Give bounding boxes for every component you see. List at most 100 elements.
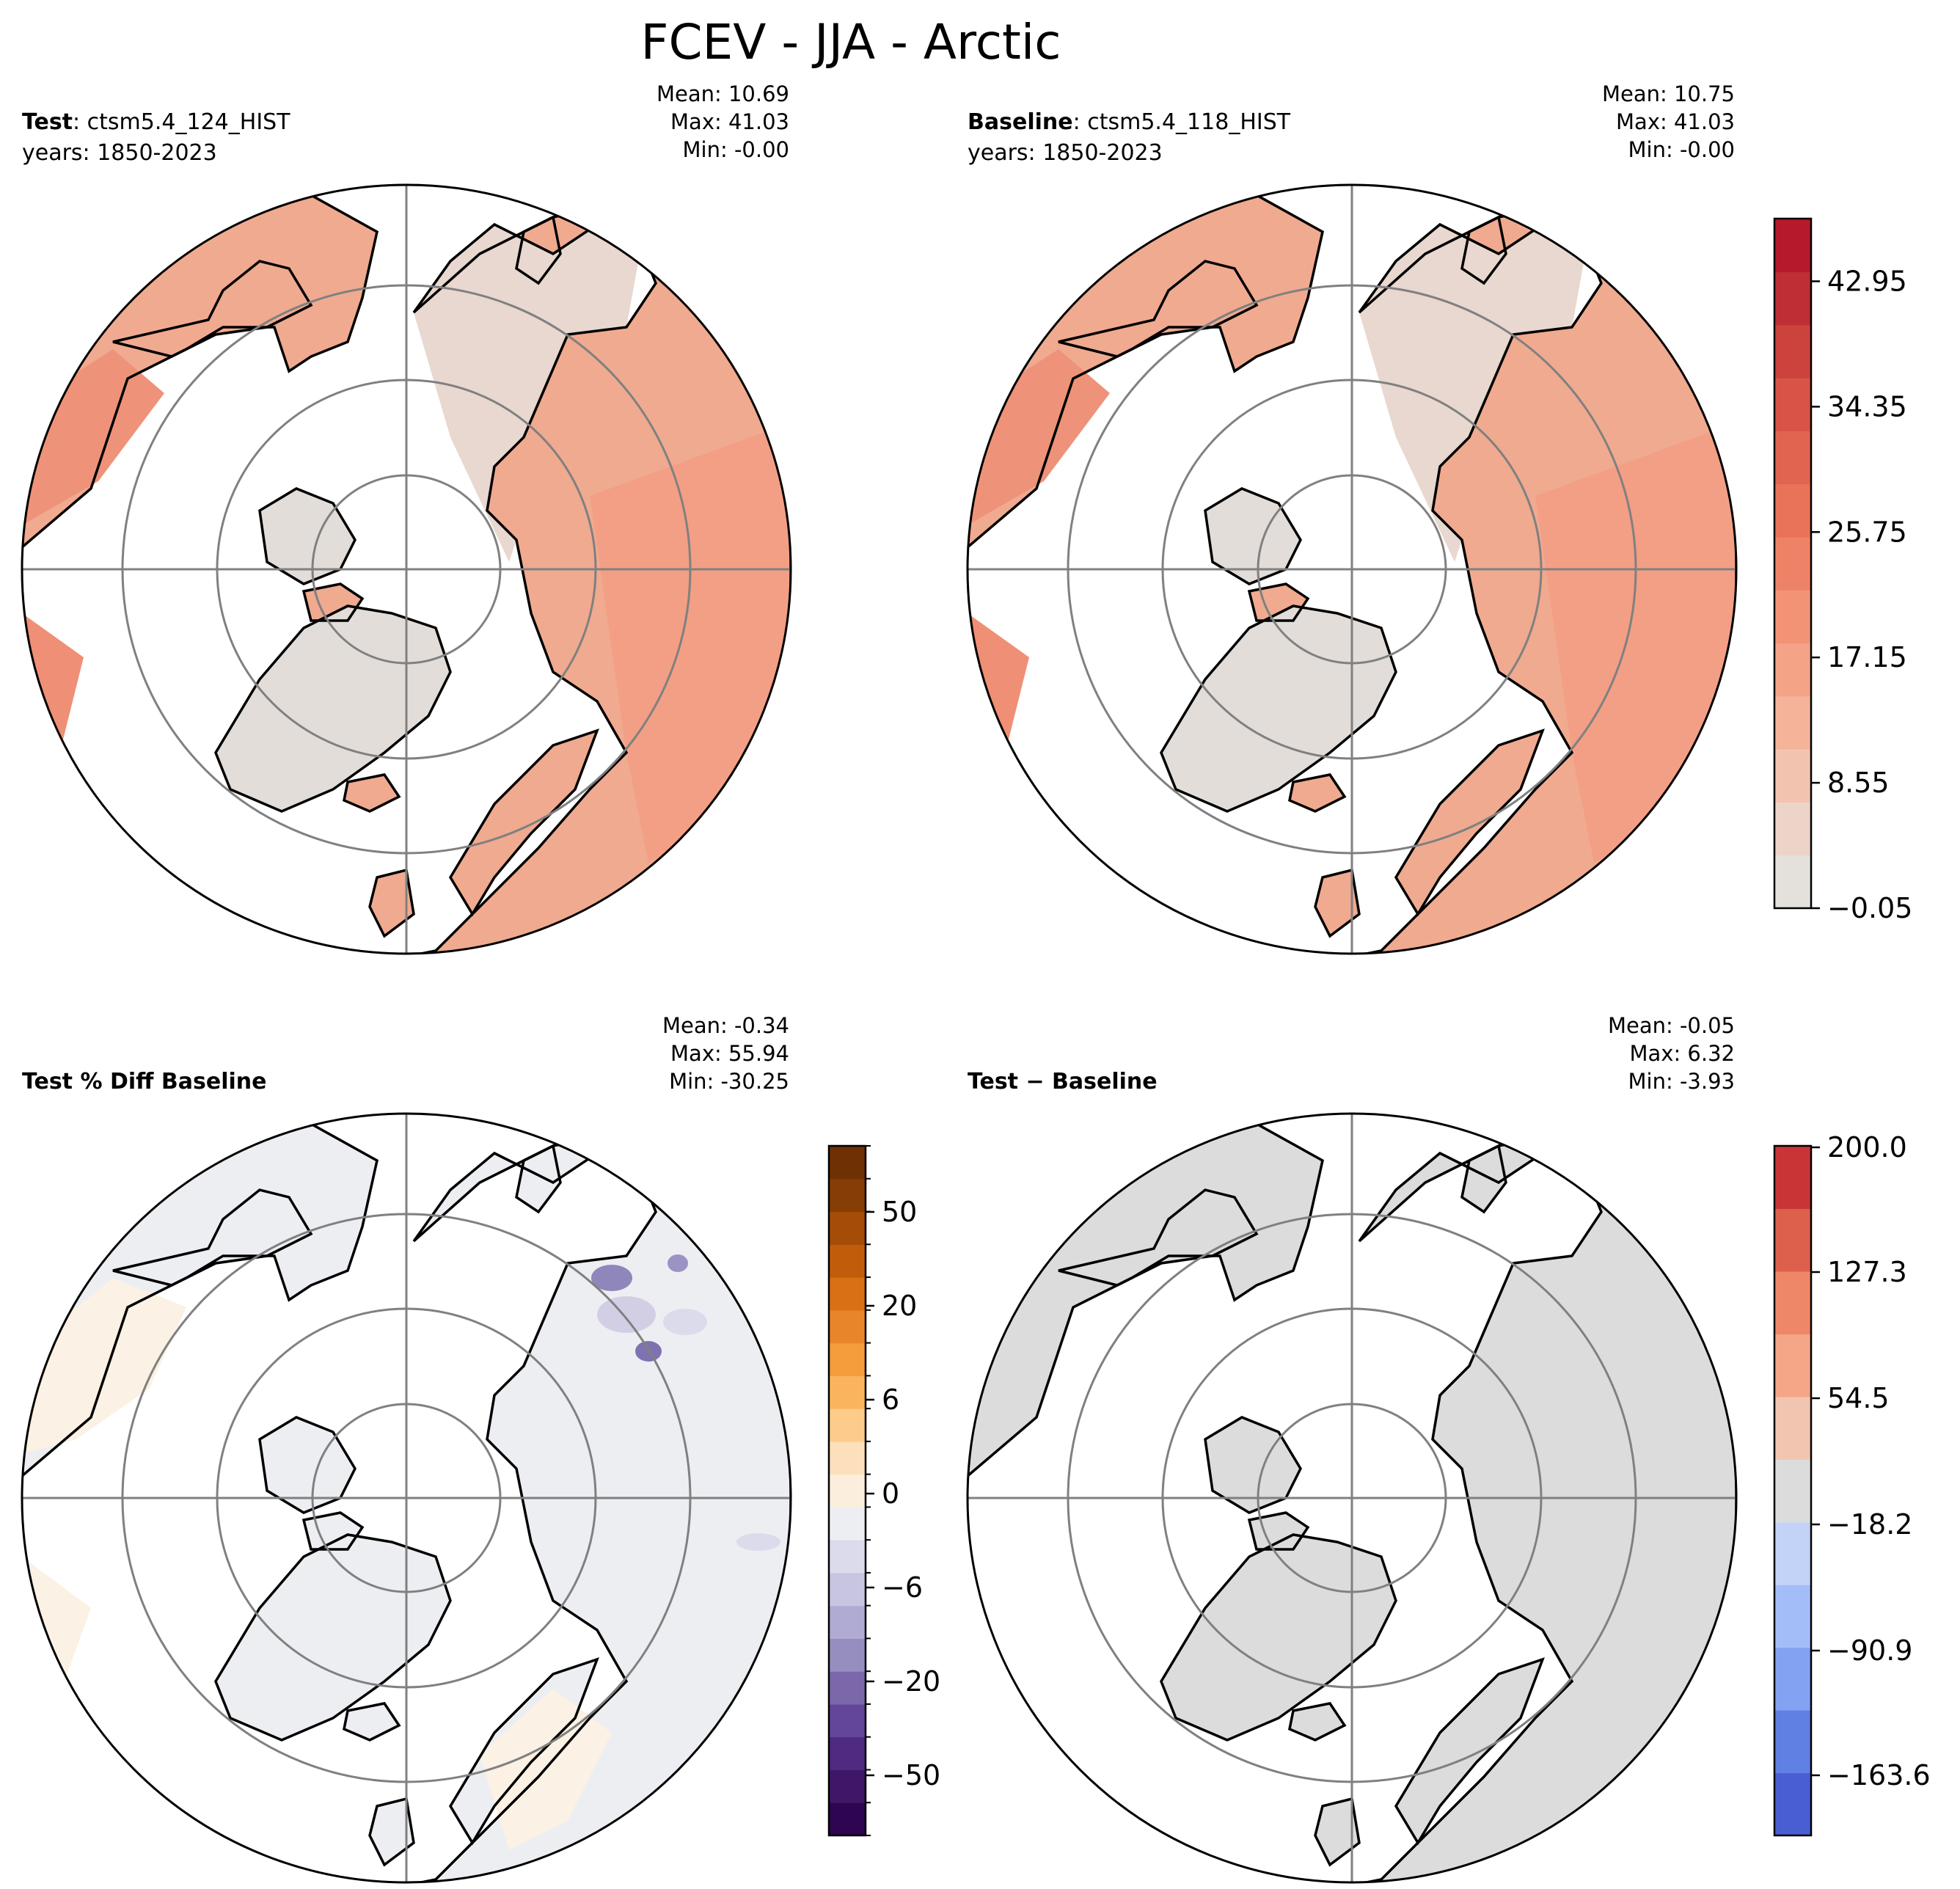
colorbar-pct-diff-frame [827,1144,867,1837]
colorbar-abs-diff-swatch [1774,1772,1811,1836]
colorbar-absolute-tick-label: −0.05 [1827,892,1912,924]
panel-test-map [22,185,791,954]
colorbar-abs-diff-swatch [1774,1334,1811,1397]
colorbar-abs-diff-tick-label: 54.5 [1827,1382,1890,1414]
colorbar-abs-diff-tick-label: −90.9 [1827,1634,1912,1667]
colorbar-absolute-tick-label: 17.15 [1827,641,1907,673]
panel-baseline-mean: Mean: 10.75 [1602,81,1735,106]
colorbar-pct-diff-swatch [829,1309,866,1344]
panel-pct-diff-map [22,1114,791,1882]
panel-test-title: Test: ctsm5.4_124_HIST [22,109,290,135]
colorbar-abs-diff-tick-label: 200.0 [1827,1131,1907,1163]
colorbar-pct-diff-swatch [829,1605,866,1640]
colorbar-pct-diff-tick-label: 6 [882,1384,899,1416]
panel-test-years: years: 1850-2023 [22,140,217,166]
colorbar-pct-diff-swatch [829,1736,866,1771]
colorbar-pct-diff-tick-label: 50 [882,1196,917,1228]
colorbar-absolute-swatch [1774,377,1811,431]
colorbar-pct-diff-swatch [829,1342,866,1376]
figure-title: FCEV - JJA - Arctic [641,14,1061,70]
colorbar-pct-diff-swatch [829,1638,866,1672]
colorbar-pct-diff-tick-label: 20 [882,1290,917,1322]
panel-pct-diff-max: Max: 55.94 [670,1041,789,1066]
colorbar-pct-diff-swatch [829,1408,866,1442]
colorbar-pct-diff-swatch [829,1277,866,1311]
colorbar-abs-diff-swatch [1774,1396,1811,1460]
panel-baseline-years: years: 1850-2023 [968,140,1163,166]
colorbar-absolute-swatch [1774,431,1811,485]
colorbar-abs-diff-tick-label: −18.2 [1827,1508,1912,1541]
colorbar-pct-diff-swatch [829,1474,866,1508]
colorbar-pct-diff-swatch [829,1671,866,1705]
panel-test-max: Max: 41.03 [670,109,789,134]
panel-abs-diff-map [968,1114,1736,1882]
panel-abs-diff-mean: Mean: -0.05 [1608,1013,1735,1038]
panel-test-min: Min: -0.00 [683,137,789,162]
colorbar-pct-diff-tick-label: −20 [882,1665,940,1698]
colorbar-abs-diff-swatch [1774,1521,1811,1585]
colorbar-pct-diff-swatch [829,1146,866,1180]
panel-baseline-map [968,185,1736,954]
panel-baseline-max: Max: 41.03 [1616,109,1735,134]
panel-baseline-title: Baseline: ctsm5.4_118_HIST [968,109,1291,135]
colorbar-pct-diff-swatch [829,1375,866,1409]
panel-pct-diff-min: Min: -30.25 [669,1069,789,1094]
colorbar-abs-diff-swatch [1774,1710,1811,1774]
colorbar-pct-diff-swatch [829,1703,866,1738]
colorbar-absolute-swatch [1774,536,1811,591]
panel-baseline-title-rest: : ctsm5.4_118_HIST [1073,109,1291,135]
panel-baseline: Baseline: ctsm5.4_118_HIST years: 1850-2… [966,81,1912,955]
colorbar-pct-diff: 50 20 6 0 −6 −20 −50 [827,1144,940,1837]
panel-baseline-min: Min: -0.00 [1628,137,1735,162]
panel-abs-diff-max: Max: 6.32 [1629,1041,1735,1066]
colorbar-abs-diff-swatch [1774,1585,1811,1648]
panel-test: Test: ctsm5.4_124_HIST years: 1850-2023 … [21,81,792,955]
colorbar-abs-diff: 200.0 127.3 54.5 −18.2 −90.9 −163.6 [1773,1131,1931,1837]
panel-baseline-title-bold: Baseline [968,109,1073,135]
colorbar-abs-diff-frame [1773,1144,1813,1837]
colorbar-absolute-swatch [1774,643,1811,697]
colorbar-absolute-swatch [1774,802,1811,856]
colorbar-absolute-tick-label: 42.95 [1827,265,1907,297]
colorbar-pct-diff-swatch [829,1802,866,1836]
panel-abs-diff-title: Test − Baseline [968,1069,1158,1095]
colorbar-pct-diff-tick-label: −6 [882,1571,923,1604]
colorbar-absolute-tick-label: 25.75 [1827,516,1907,548]
panel-pct-diff-title: Test % Diff Baseline [22,1069,267,1095]
colorbar-pct-diff-swatch [829,1211,866,1245]
colorbar-abs-diff-swatch [1774,1459,1811,1523]
colorbar-absolute-swatch [1774,219,1811,272]
panel-pct-diff: Test % Diff Baseline Mean: -0.34 Max: 55… [21,1013,940,1884]
colorbar-absolute-swatch [1774,324,1811,379]
colorbar-absolute-swatch [1774,271,1811,326]
colorbar-absolute-tick-label: 34.35 [1827,390,1907,423]
panel-test-title-rest: : ctsm5.4_124_HIST [73,109,290,135]
colorbar-pct-diff-swatch [829,1572,866,1607]
colorbar-absolute-swatch [1774,855,1811,909]
colorbar-pct-diff-tick-label: −50 [882,1759,940,1791]
colorbar-abs-diff-swatch [1774,1647,1811,1711]
panel-abs-diff-min: Min: -3.93 [1628,1069,1735,1094]
panel-test-title-bold: Test [22,109,73,135]
colorbar-absolute-swatch [1774,749,1811,803]
colorbar-pct-diff-swatch [829,1178,866,1213]
panel-test-mean: Mean: 10.69 [657,81,789,106]
colorbar-abs-diff-swatch [1774,1146,1811,1210]
colorbar-pct-diff-swatch [829,1441,866,1475]
colorbar-absolute-frame [1773,217,1813,910]
colorbar-abs-diff-swatch [1774,1271,1811,1334]
colorbar-abs-diff-swatch [1774,1208,1811,1272]
colorbar-pct-diff-swatch [829,1244,866,1278]
colorbar-abs-diff-tick-label: 127.3 [1827,1256,1907,1288]
panel-abs-diff: Test − Baseline Mean: -0.05 Max: 6.32 Mi… [966,1013,1931,1884]
panel-pct-diff-mean: Mean: -0.34 [662,1013,789,1038]
colorbar-pct-diff-swatch [829,1769,866,1803]
colorbar-abs-diff-tick-label: −163.6 [1827,1759,1931,1791]
colorbar-absolute-swatch [1774,590,1811,644]
colorbar-pct-diff-tick-label: 0 [882,1477,899,1510]
colorbar-pct-diff-swatch [829,1507,866,1541]
colorbar-absolute-tick-label: 8.55 [1827,767,1890,799]
colorbar-absolute-swatch [1774,483,1811,538]
colorbar-pct-diff-swatch [829,1540,866,1574]
